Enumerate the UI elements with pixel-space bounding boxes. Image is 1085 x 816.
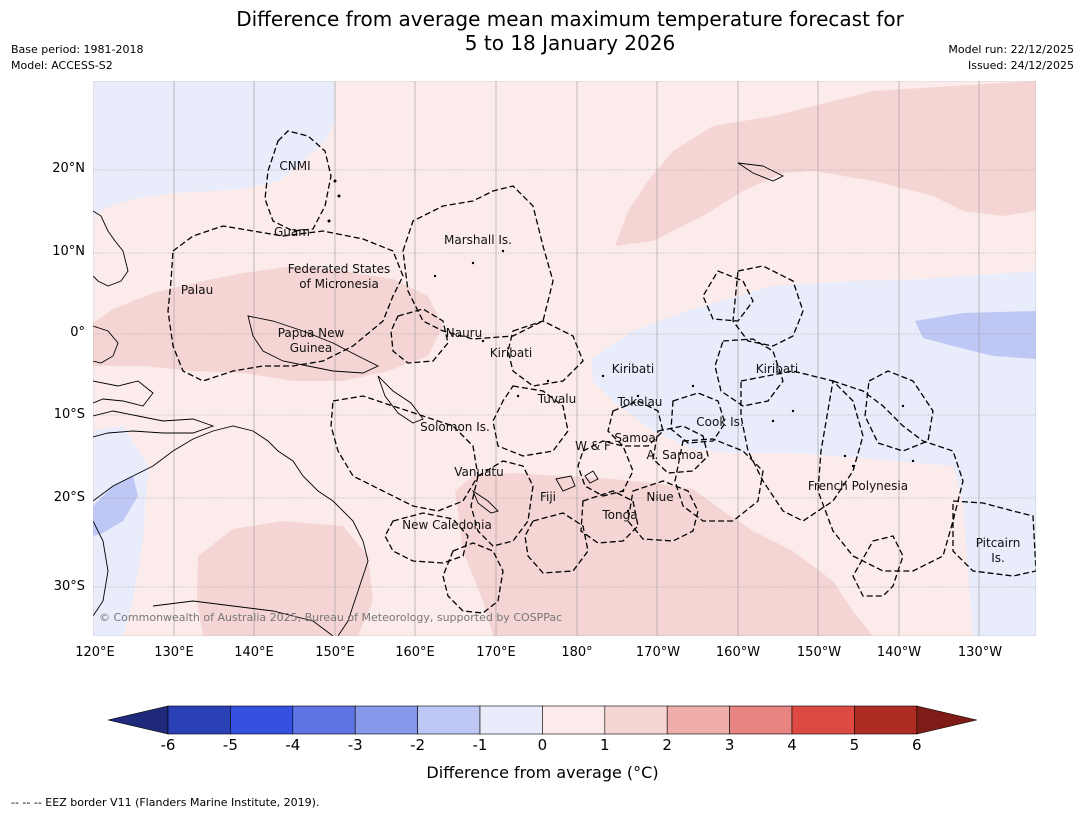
label-fiji: Fiji [540, 490, 556, 504]
label-samoa: Samoa [614, 431, 655, 445]
eez-footnote: -- -- -- EEZ border V11 (Flanders Marine… [11, 796, 320, 809]
model-name: Model: ACCESS-S2 [11, 59, 113, 72]
label-palau: Palau [181, 283, 213, 297]
label-png-2: Guinea [290, 341, 333, 355]
colorbar-segment [167, 705, 231, 735]
graticule [93, 169, 1036, 588]
colorbar-segment [230, 705, 294, 735]
forecast-map: CNMI Guam Marshall Is. Federated States … [93, 81, 1036, 636]
colorbar-label: Difference from average (°C) [426, 763, 659, 782]
label-marshall: Marshall Is. [444, 233, 512, 247]
lon-tick-160e: 160°E [395, 645, 435, 660]
label-tokelau: Tokelau [617, 395, 663, 409]
colorbar-segment [854, 705, 918, 735]
anomaly-positive-png [93, 266, 443, 381]
colorbar-tick: -5 [222, 736, 238, 754]
anomaly-strong-negative-west [93, 476, 138, 536]
colorbar-segment [417, 705, 481, 735]
lon-tick-120e: 120°E [75, 645, 115, 660]
colorbar-tick: 3 [724, 736, 735, 754]
colorbar-segment [292, 705, 356, 735]
colorbar-tick: -4 [285, 736, 301, 754]
colorbar-segment [604, 705, 668, 735]
base-period: Base period: 1981-2018 [11, 43, 144, 56]
label-niue: Niue [646, 490, 673, 504]
lon-tick-150e: 150°E [315, 645, 355, 660]
copyright-notice: © Commonwealth of Australia 2025, Bureau… [99, 611, 562, 624]
eez-borders [167, 130, 1036, 614]
colorbar-tick: -6 [160, 736, 176, 754]
label-cook: Cook Is. [696, 415, 743, 429]
label-solomon: Solomon Is. [420, 420, 490, 434]
label-nauru: Nauru [446, 326, 482, 340]
colorbar-segment [729, 705, 793, 735]
label-fsm-1: Federated States [288, 262, 390, 276]
anomaly-strong-negative-east [915, 311, 1036, 359]
colorbar-segment [354, 705, 418, 735]
anomaly-negative-northwest [93, 81, 335, 216]
meta-left: Base period: 1981-2018 Model: ACCESS-S2 [11, 42, 143, 74]
colorbar-segment [791, 705, 855, 735]
label-wallis-futuna: W & F [575, 439, 611, 453]
colorbar-extend-high [916, 705, 977, 735]
lat-tick-20s: 20°S [53, 490, 85, 505]
meta-right: Model run: 22/12/2025 Issued: 24/12/2025 [948, 42, 1074, 74]
label-vanuatu: Vanuatu [454, 465, 504, 479]
colorbar-tick: 1 [600, 736, 610, 754]
lon-tick-130w: 130°W [957, 645, 1003, 660]
title-line-2: 5 to 18 January 2026 [464, 31, 676, 55]
label-french-polynesia: French Polynesia [808, 479, 908, 493]
anomaly-negative-west-coast [93, 426, 148, 636]
model-run: Model run: 22/12/2025 [948, 43, 1074, 56]
colorbar-extend-low [107, 705, 169, 735]
lat-tick-10n: 10°N [52, 244, 85, 259]
colorbar-tick: -3 [347, 736, 363, 754]
colorbar-tick: 4 [787, 736, 797, 754]
region-labels: CNMI Guam Marshall Is. Federated States … [181, 159, 1020, 565]
lon-tick-130e: 130°E [154, 645, 194, 660]
colorbar-segment [666, 705, 730, 735]
label-png-1: Papua New [278, 326, 345, 340]
lon-tick-180: 180° [561, 645, 593, 660]
label-kiribati-3: Kiribati [756, 362, 798, 376]
colorbar-tick: 2 [662, 736, 672, 754]
colorbar-tick: -1 [472, 736, 488, 754]
meridians [173, 81, 980, 636]
colorbar-segment [479, 705, 543, 735]
lat-tick-10s: 10°S [53, 407, 85, 422]
islands [327, 179, 915, 513]
lon-tick-150w: 150°W [796, 645, 842, 660]
label-tonga: Tonga [601, 508, 637, 522]
lon-tick-140w: 140°W [876, 645, 922, 660]
lon-tick-170w: 170°W [635, 645, 681, 660]
lon-tick-160w: 160°W [715, 645, 761, 660]
lat-tick-30s: 30°S [53, 579, 85, 594]
colorbar-tick: 0 [537, 736, 548, 754]
title-line-1: Difference from average mean maximum tem… [236, 7, 904, 31]
label-tuvalu: Tuvalu [537, 392, 577, 406]
label-kiribati-1: Kiribati [490, 346, 532, 360]
label-cnmi: CNMI [279, 159, 310, 173]
anomaly-negative-central-pacific [591, 271, 1036, 636]
lat-tick-20n: 20°N [52, 161, 85, 176]
issued-date: Issued: 24/12/2025 [967, 59, 1074, 72]
lon-tick-140e: 140°E [234, 645, 274, 660]
anomaly-positive-northeast [615, 81, 1036, 246]
label-kiribati-2: Kiribati [612, 362, 654, 376]
label-american-samoa: A. Samoa [647, 448, 704, 462]
label-new-caledonia: New Caledonia [402, 518, 492, 532]
colorbar [107, 705, 977, 735]
label-guam: Guam [274, 225, 310, 239]
label-pitcairn-1: Pitcairn [976, 536, 1021, 550]
coastlines [93, 162, 785, 636]
label-pitcairn-2: Is. [991, 551, 1005, 565]
label-fsm-2: of Micronesia [299, 277, 379, 291]
colorbar-tick: 6 [912, 736, 922, 754]
map-title: Difference from average mean maximum tem… [0, 7, 1085, 55]
lon-tick-170e: 170°E [476, 645, 516, 660]
colorbar-tick: -2 [410, 736, 426, 754]
colorbar-segment [542, 705, 606, 735]
colorbar-tick: 5 [849, 736, 860, 754]
lat-tick-0: 0° [70, 325, 85, 340]
